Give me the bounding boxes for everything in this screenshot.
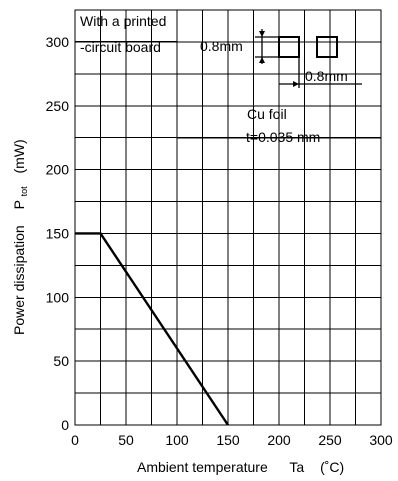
x-tick-label: 50 (118, 432, 134, 448)
y-tick-label: 0 (61, 417, 69, 433)
y-tick-label: 250 (46, 98, 70, 114)
derating-curve (75, 232, 229, 426)
pad-square-left (278, 36, 300, 58)
x-axis-label-text: Ambient temperature (137, 459, 268, 475)
pad-dimension-diagram (255, 29, 362, 88)
x-tick-label: 250 (318, 432, 342, 448)
board-annotation-line1: With a printed (80, 13, 166, 29)
y-axis-label: Power dissipation P tot (mW) (11, 139, 30, 335)
x-axis-symbol: Ta (289, 459, 304, 475)
grid (75, 10, 381, 425)
y-tick-label: 300 (46, 34, 70, 50)
y-tick-label: 100 (46, 289, 70, 305)
y-tick-label: 150 (46, 225, 70, 241)
pad-height-arrow-bottom (259, 57, 265, 63)
x-tick-labels: 0 50 100 150 200 250 300 (71, 432, 393, 448)
plot-frame (74, 9, 382, 426)
foil-annotation-line2: t=0.035 mm (246, 129, 320, 145)
x-axis-label: Ambient temperature Ta (˚C) (137, 459, 344, 475)
y-tick-label: 50 (53, 353, 69, 369)
y-axis-symbol: P (11, 200, 27, 209)
y-axis-label-text: Power dissipation (11, 225, 27, 335)
pad-width-label: 0.8mm (305, 68, 348, 84)
pad-width-arrow (293, 81, 299, 87)
foil-annotation-line1: Cu foil (247, 106, 287, 122)
x-tick-label: 100 (165, 432, 189, 448)
x-tick-label: 0 (71, 432, 79, 448)
x-tick-label: 300 (369, 432, 393, 448)
y-axis-unit: (mW) (11, 139, 27, 173)
y-tick-label: 200 (46, 162, 70, 178)
x-axis-unit: (˚C) (320, 459, 344, 475)
pad-height-label: 0.8mm (200, 38, 243, 54)
x-tick-label: 150 (216, 432, 240, 448)
y-axis-symbol-subscript: tot (19, 186, 29, 197)
y-tick-labels: 0 50 100 150 200 250 300 (46, 34, 70, 433)
board-annotation-line2: -circuit board (80, 39, 161, 55)
x-tick-label: 200 (267, 432, 291, 448)
pad-square-right (316, 36, 338, 58)
pad-height-arrow-top (259, 31, 265, 37)
